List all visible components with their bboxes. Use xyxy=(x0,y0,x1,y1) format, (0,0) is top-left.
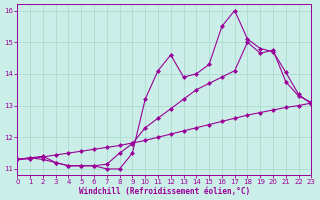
X-axis label: Windchill (Refroidissement éolien,°C): Windchill (Refroidissement éolien,°C) xyxy=(79,187,250,196)
